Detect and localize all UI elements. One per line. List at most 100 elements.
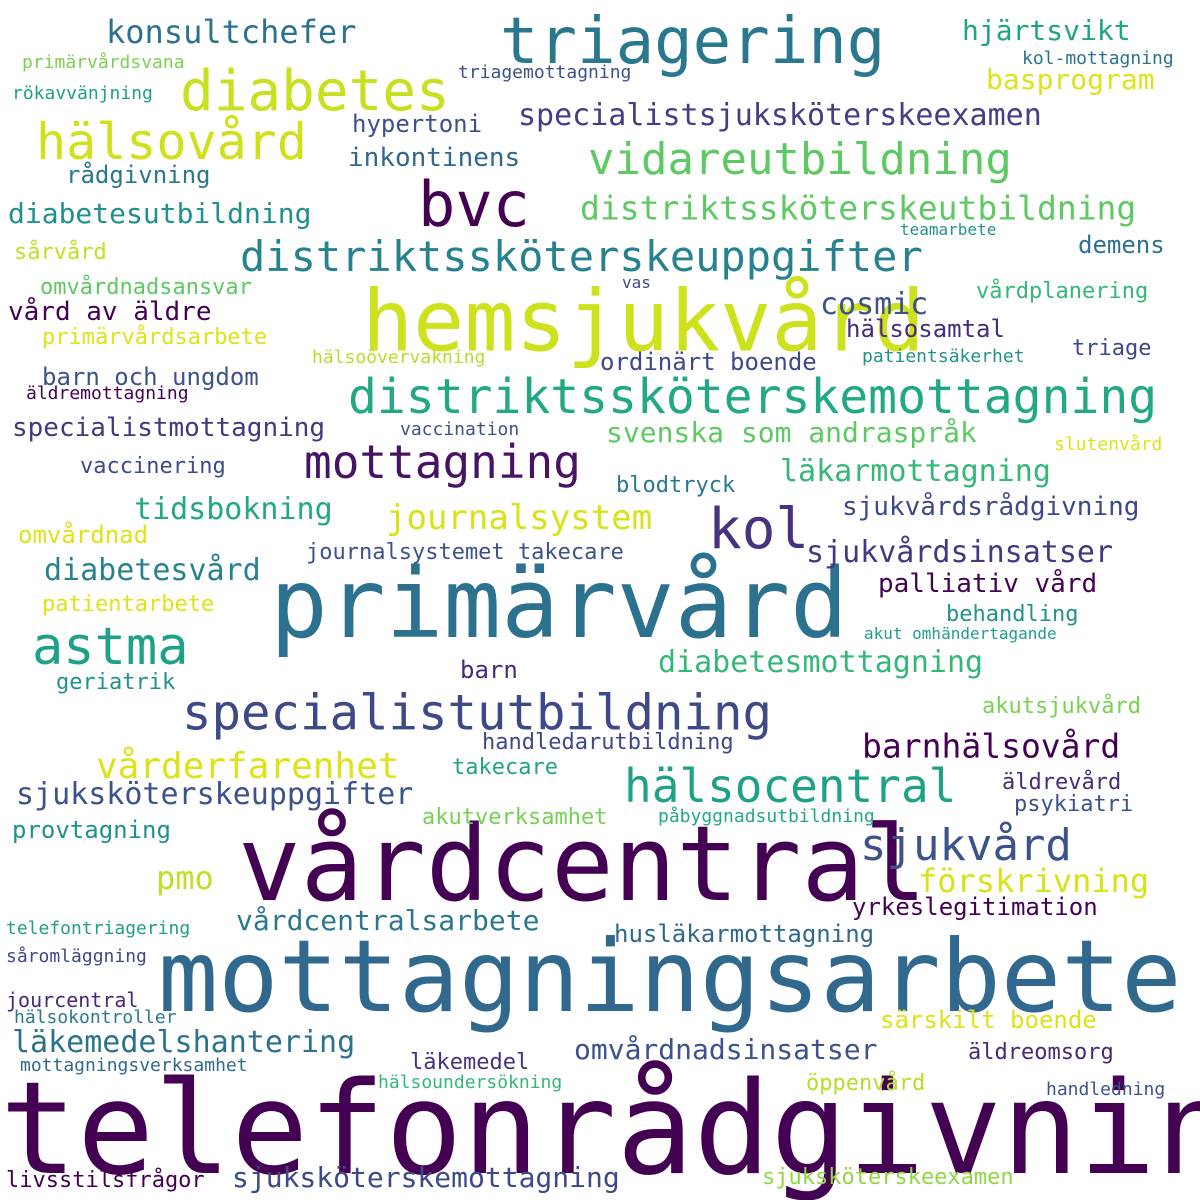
word: omvårdnadsinsatser [574, 1033, 878, 1066]
word: jourcentral [6, 988, 139, 1012]
word: svenska som andraspråk [606, 416, 977, 449]
word: sjuksköterskemottagning [232, 1161, 620, 1194]
word: handledarutbildning [482, 730, 734, 755]
word: vaccinering [80, 454, 226, 479]
word: sjukvård [860, 820, 1072, 871]
word: läkemedelshantering [12, 1025, 356, 1060]
word: diabetes [180, 59, 450, 124]
word: äldreomsorg [968, 1040, 1114, 1065]
word: teamarbete [900, 220, 997, 239]
word: geriatrik [56, 670, 176, 695]
word: husläkarmottagning [614, 920, 875, 948]
word: äldremottagning [26, 383, 189, 404]
word: hemsjukvård [362, 272, 925, 372]
word: triagering [500, 5, 886, 79]
word: öppenvård [806, 1071, 926, 1096]
word: hälsokontroller [14, 1007, 177, 1028]
word: vårderfarenhet [96, 746, 400, 787]
word: hypertoni [352, 110, 483, 138]
word: blodtryck [616, 473, 736, 498]
word: hälsoövervakning [312, 347, 486, 368]
word: basprogram [986, 63, 1155, 96]
word: journalsystemet takecare [306, 540, 624, 565]
word: vårdcentral [238, 803, 927, 925]
word: telefonrådgivning [0, 1055, 1200, 1200]
word: takecare [452, 755, 558, 780]
word: demens [1078, 231, 1165, 259]
word: omvårdnad [18, 521, 149, 549]
word: behandling [946, 602, 1079, 627]
word: sjuksköterskeexamen [762, 1165, 1014, 1190]
word: barn och ungdom [42, 363, 259, 391]
word: vårdcentralsarbete [236, 904, 540, 937]
word: omvårdnadsansvar [40, 275, 252, 300]
word: yrkeslegitimation [852, 893, 1098, 921]
word: distriktssköterskeuppgifter [240, 232, 923, 281]
word: specialistutbildning [182, 684, 773, 742]
word: hälsoundersökning [378, 1072, 563, 1093]
word: diabetesvård [44, 553, 261, 588]
word: barnhälsovård [862, 726, 1121, 766]
word: vård av äldre [8, 297, 212, 327]
word: distriktssköterskeutbildning [580, 188, 1137, 228]
word: sjukvårdsrådgivning [842, 492, 1140, 522]
word: rökavvänjning [12, 83, 153, 104]
word: särskilt boende [880, 1006, 1097, 1034]
word: triagemottagning [458, 62, 632, 83]
word: barn [460, 656, 518, 684]
word: sjuksköterskeuppgifter [16, 777, 414, 812]
word: sjukvårdsinsatser [806, 535, 1114, 570]
word: akutsjukvård [982, 694, 1141, 719]
word: diabetesutbildning [8, 197, 312, 230]
word: diabetesmottagning [658, 645, 984, 680]
word: såromläggning [6, 946, 147, 967]
word: patientsäkerhet [862, 346, 1025, 367]
word: läkarmottagning [780, 454, 1051, 489]
word: vidareutbildning [588, 134, 1012, 185]
word: patientarbete [42, 592, 215, 617]
word: påbyggnadsutbildning [658, 806, 875, 827]
word: palliativ vård [878, 569, 1098, 599]
word: rådgivning [66, 161, 211, 189]
word: vas [622, 273, 651, 292]
word: cosmic [820, 287, 929, 322]
word: akut omhändertagande [864, 624, 1057, 643]
word: primärvård [270, 548, 848, 660]
word: slutenvård [1054, 434, 1163, 455]
word: förskrivning [918, 862, 1150, 900]
word: kol [708, 497, 810, 562]
word: psykiatri [1014, 792, 1134, 817]
word: distriktssköterskemottagning [348, 369, 1158, 425]
word: mottagningsarbete [158, 918, 1182, 1035]
word: astma [32, 617, 189, 677]
word: mottagning [304, 435, 581, 489]
word: hälsocentral [624, 759, 957, 813]
word: läkemedel [410, 1050, 530, 1075]
word: provtagning [12, 816, 171, 844]
word: kol-mottagning [1022, 48, 1174, 69]
word: pmo [156, 859, 214, 897]
word: vaccination [400, 419, 520, 440]
word: hälsosamtal [846, 315, 1005, 343]
word: vårdplanering [976, 279, 1149, 304]
word: konsultchefer [106, 13, 357, 51]
word: triage [1072, 336, 1152, 361]
word: akutverksamhet [422, 805, 608, 830]
word: bvc [418, 168, 530, 241]
word: primärvårdsarbete [42, 325, 268, 350]
word: primärvårdsvana [22, 52, 185, 73]
word: ordinärt boende [600, 348, 817, 376]
word: livsstilsfrågor [6, 1168, 205, 1193]
word: hjärtsvikt [962, 14, 1131, 47]
word: journalsystem [386, 498, 653, 538]
word: telefontriagering [6, 918, 191, 939]
word: sårvård [14, 240, 107, 265]
word: mottagningsverksamhet [20, 1055, 248, 1076]
word: inkontinens [348, 143, 521, 173]
word: specialistsjuksköterskeexamen [518, 98, 1042, 133]
word: specialistmottagning [12, 413, 326, 443]
word: handledning [1046, 1079, 1166, 1100]
word: hälsovård [36, 113, 307, 171]
word: äldrevård [1002, 770, 1122, 795]
